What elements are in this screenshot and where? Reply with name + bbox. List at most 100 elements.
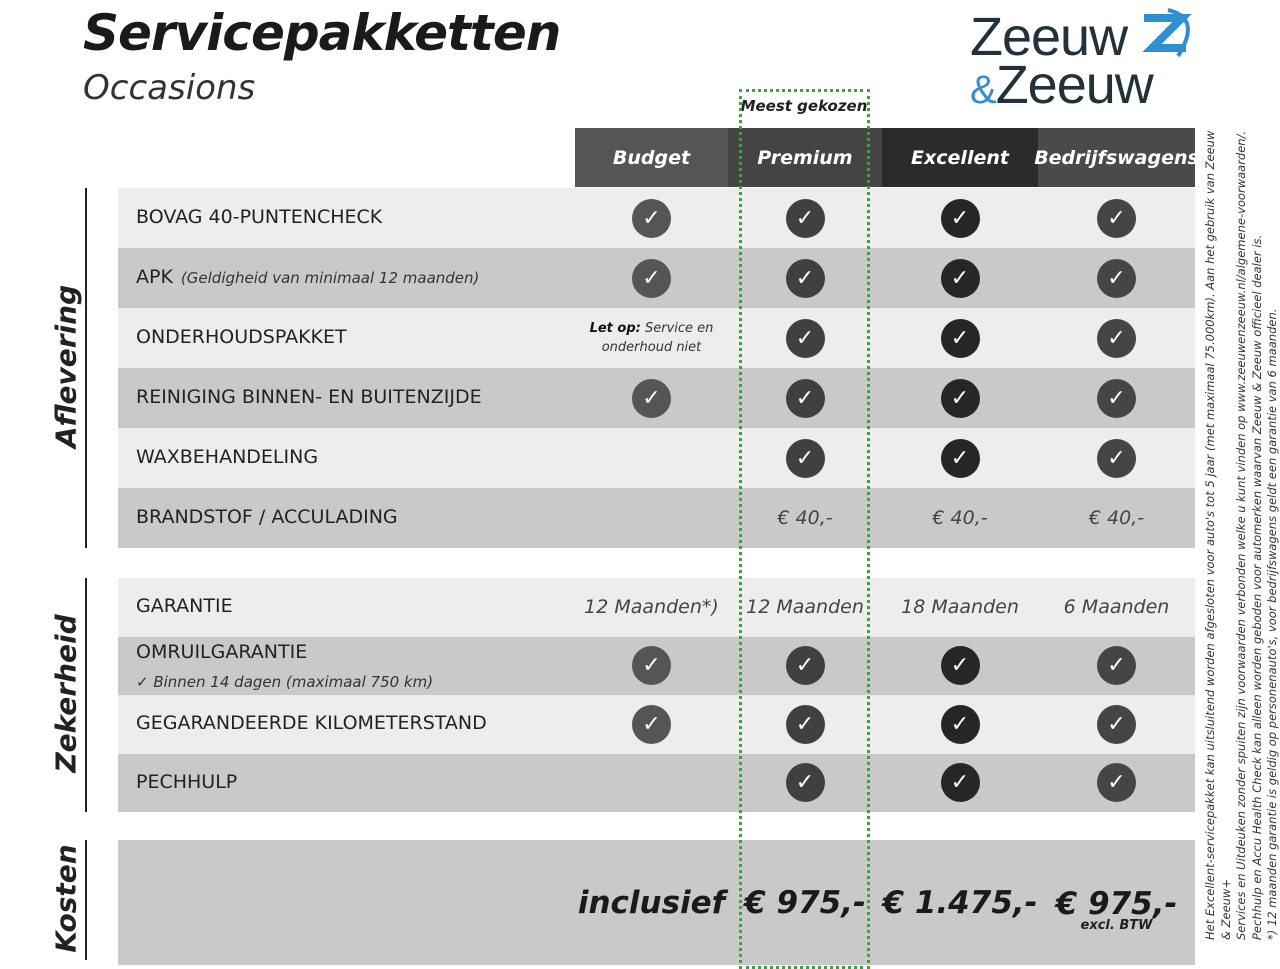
section-label: Zekerheid [49,614,83,773]
cell-premium: € 40,- [728,488,882,548]
logo-swoosh-icon [1142,8,1192,58]
price-budget: inclusief [575,840,728,965]
check-icon: ✓ [785,646,825,686]
row-label: WAXBEHANDELING [136,446,319,468]
price-value: € 975,- [744,884,866,921]
check-icon: ✓ [940,704,980,744]
cell-excellent: ✓ [882,695,1038,754]
row-label: APK (Geldigheid van minimaal 12 maanden) [136,266,480,288]
price-bedrijfswagens: € 975,- excl. BTW [1038,840,1195,965]
check-icon: ✓ [1097,258,1136,298]
logo: Zeeuw &Zeeuw [970,6,1200,115]
table-row: APK (Geldigheid van minimaal 12 maanden) ✓… [118,248,1195,308]
footnote: Pechhulp en Accu Health Check kan alleen… [1249,234,1264,940]
cell-premium: ✓ [728,754,882,813]
cell-value: 12 Maanden [746,596,864,619]
cell-excellent: ✓ [882,368,1038,428]
table-row: WAXBEHANDELING ✓ ✓ ✓ [118,428,1195,488]
column-header-premium: Premium [728,128,882,187]
cell-excellent: ✓ [882,248,1038,308]
check-icon: ✓ [940,438,980,478]
cell-premium: ✓ [728,188,882,248]
check-icon: ✓ [1097,318,1136,358]
table-row: REINIGING BINNEN- EN BUITENZIJDE ✓ ✓ ✓ ✓ [118,368,1195,428]
cell-excellent: ✓ [882,637,1038,696]
row-sublabel: ✓ Binnen 14 dagen (maximaal 750 km) [136,672,434,691]
letop-note: Let op: Service en onderhoud niet [590,319,714,357]
cell-bedrijfswagens: ✓ [1038,637,1195,696]
cell-value: 6 Maanden [1063,596,1170,619]
price-row: inclusief € 975,- € 1.475,- € 975,- excl. BT… [118,840,1195,965]
check-icon: ✓ [785,763,825,803]
cell-bedrijfswagens: 6 Maanden [1038,578,1195,637]
cell-value: 18 Maanden [901,596,1019,619]
check-icon: ✓ [632,378,671,418]
check-icon: ✓ [1097,646,1136,686]
cell-budget: ✓ [575,637,728,696]
check-icon: ✓ [1097,763,1136,803]
section-divider [85,578,87,812]
footnote: Het Excellent-servicepakket kan uitsluit… [1203,130,1233,940]
logo-ampersand: & [970,68,997,112]
cell-excellent: ✓ [882,428,1038,488]
check-icon: ✓ [1097,438,1136,478]
cell-bedrijfswagens: ✓ [1038,428,1195,488]
cell-value: € 40,- [777,507,833,529]
cell-budget: ✓ [575,368,728,428]
check-icon: ✓ [940,763,980,803]
price-note: excl. BTW [1080,918,1153,933]
logo-line2: &Zeeuw [970,54,1154,116]
cell-premium: ✓ [728,368,882,428]
footnotes: Het Excellent-servicepakket kan uitsluit… [1203,120,1280,940]
table-row: GEGARANDEERDE KILOMETERSTAND ✓ ✓ ✓ ✓ [118,695,1195,754]
page-title: Servicepakketten [83,4,561,62]
check-icon: ✓ [1097,198,1136,238]
check-icon: ✓ [632,198,671,238]
check-icon: ✓ [785,704,825,744]
letop-text: Service en [640,321,714,336]
cell-premium: ✓ [728,428,882,488]
cell-value: 12 Maanden*) [584,596,719,619]
check-icon: ✓ [632,258,671,298]
price-value: inclusief [577,884,726,921]
price-value: € 1.475,- [882,884,1038,921]
row-label: ONDERHOUDSPAKKET [136,326,347,348]
cell-budget [575,488,728,548]
page-subtitle: Occasions [83,68,256,108]
price-premium: € 975,- [728,840,882,965]
section-label: Kosten [49,844,83,953]
row-note: (Geldigheid van minimaal 12 maanden) [180,269,480,287]
logo-line2-text: Zeeuw [995,55,1154,115]
letop-line2: onderhoud niet [601,340,702,355]
column-header-bedrijfswagens: Bedrijfswagens [1034,128,1199,187]
table-row: GARANTIE 12 Maanden*) 12 Maanden 18 Maanden… [118,578,1195,637]
cell-bedrijfswagens: ✓ [1038,754,1195,813]
table-row: OMRUILGARANTIE ✓ Binnen 14 dagen (maximaa… [118,636,1195,696]
check-icon: ✓ [940,258,980,298]
cell-excellent: ✓ [882,308,1038,368]
check-icon: ✓ [940,198,980,238]
check-icon: ✓ [1097,378,1136,418]
check-icon: ✓ [785,318,825,358]
cell-bedrijfswagens: € 40,- [1038,488,1195,548]
table-row: ONDERHOUDSPAKKET Let op: Service en onderh… [118,308,1195,368]
cell-bedrijfswagens: ✓ [1038,368,1195,428]
price-excellent: € 1.475,- [882,840,1038,965]
cell-bedrijfswagens: ✓ [1038,188,1195,248]
check-icon: ✓ [1097,704,1136,744]
cell-excellent: € 40,- [882,488,1038,548]
cell-bedrijfswagens: ✓ [1038,308,1195,368]
cell-excellent: 18 Maanden [882,578,1038,637]
row-label: GEGARANDEERDE KILOMETERSTAND [136,712,487,735]
check-icon: ✓ [632,646,671,686]
section-divider [85,840,87,960]
footnote: Services en Uitdeuken zonder spuiten zij… [1234,130,1248,940]
cell-budget: ✓ [575,695,728,754]
table-row: BOVAG 40-PUNTENCHECK ✓ ✓ ✓ ✓ [118,188,1195,248]
check-icon: ✓ [785,258,825,298]
cell-budget: 12 Maanden*) [575,578,728,637]
check-icon: ✓ [632,704,671,744]
section-label: Aflevering [49,284,83,449]
row-label: OMRUILGARANTIE [136,640,308,663]
cell-bedrijfswagens: ✓ [1038,248,1195,308]
